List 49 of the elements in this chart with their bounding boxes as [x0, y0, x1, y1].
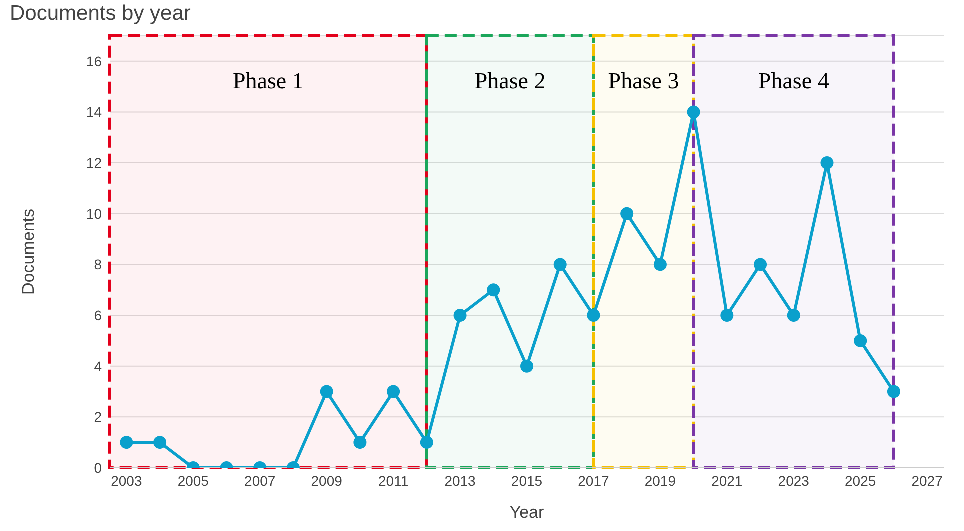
point — [487, 284, 500, 297]
y-tick-label: 2 — [94, 409, 102, 426]
y-tick-label: 16 — [86, 53, 102, 70]
x-tick-label: 2021 — [712, 472, 743, 489]
point — [420, 436, 434, 450]
y-tick-label: 8 — [94, 256, 102, 273]
point — [520, 360, 534, 373]
y-axis-title: Documents — [19, 209, 38, 295]
x-tick-label: 2019 — [644, 472, 676, 489]
y-tick-label: 0 — [94, 460, 102, 476]
point — [887, 385, 900, 398]
point — [387, 385, 400, 398]
point — [854, 334, 868, 348]
point — [587, 309, 600, 322]
x-tick-label: 2023 — [778, 472, 810, 489]
x-axis-title: Year — [510, 503, 545, 522]
point — [620, 207, 634, 220]
point — [687, 106, 700, 119]
y-tick-label: 6 — [94, 308, 102, 324]
x-tick-label: 2027 — [912, 472, 944, 489]
y-tick-label: 4 — [94, 358, 102, 374]
point — [787, 309, 800, 322]
x-tick-label: 2013 — [444, 472, 476, 489]
point — [820, 156, 834, 170]
x-tick-label: 2009 — [311, 472, 343, 489]
point — [154, 436, 167, 450]
x-tick-label: 2007 — [244, 472, 276, 489]
point — [554, 258, 567, 272]
point — [354, 436, 367, 450]
point — [720, 309, 734, 322]
x-tick-label: 2025 — [845, 472, 876, 489]
band-label: Phase 2 — [474, 68, 546, 94]
x-tick-label: 2015 — [511, 472, 543, 489]
point — [454, 309, 467, 322]
x-tick-label: 2017 — [578, 472, 610, 489]
x-tick-label: 2003 — [111, 472, 142, 489]
band-label: Phase 3 — [608, 68, 680, 94]
y-tick-label: 10 — [86, 206, 102, 222]
chart-title: Documents by year — [10, 2, 191, 26]
point — [120, 436, 134, 450]
point — [320, 385, 334, 398]
x-tick-label: 2005 — [178, 472, 210, 489]
point — [754, 258, 768, 272]
y-tick-label: 14 — [86, 104, 102, 120]
x-tick-label: 2011 — [378, 472, 409, 489]
band-label: Phase 4 — [758, 68, 830, 94]
band-label: Phase 1 — [233, 68, 304, 94]
point — [654, 258, 667, 272]
y-tick-label: 12 — [86, 155, 102, 172]
